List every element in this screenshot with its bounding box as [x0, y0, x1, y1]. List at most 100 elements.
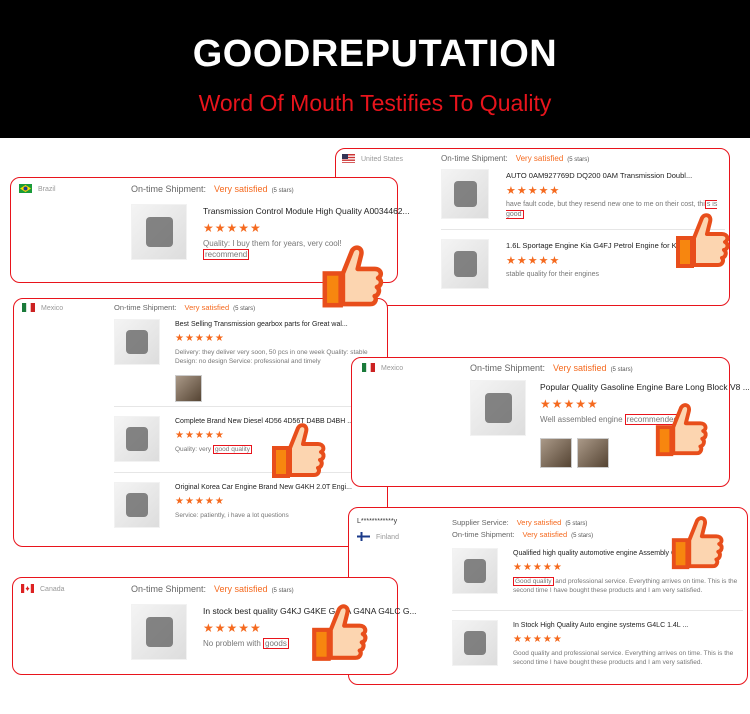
country-label: United States	[361, 156, 404, 163]
product-title[interactable]: AUTO 0AM927769D DQ200 0AM Transmission D…	[506, 171, 693, 180]
review-text-part: No problem with	[203, 638, 264, 648]
review-card-mexico1: Mexico On-time Shipment: Very satisfied (5 …	[13, 298, 388, 547]
rating-value: Very satisfied	[214, 584, 268, 594]
review-item: In Stock High Quality Auto engine system…	[452, 620, 743, 666]
review-text: have fault code, but they resend new one…	[506, 199, 721, 220]
thumbs-up-icon	[672, 212, 732, 272]
rating-label: On-time Shipment:	[441, 154, 508, 163]
product-title[interactable]: Original Korea Car Engine Brand New G4KH…	[175, 484, 352, 491]
flag-us-icon	[342, 154, 355, 165]
review-text: Well assembled engine recommended.	[540, 413, 721, 426]
header-banner: GOODREPUTATION Word Of Mouth Testifies T…	[0, 0, 750, 138]
product-image[interactable]	[114, 482, 160, 528]
product-image[interactable]	[441, 169, 489, 219]
page-title: GOODREPUTATION	[192, 33, 558, 75]
review-text: Service: patiently, i have a lot questio…	[175, 511, 379, 520]
review-item: Transmission Control Module High Quality…	[131, 204, 410, 261]
review-item: In stock best quality G4KJ G4KE G4KA G4N…	[131, 604, 417, 660]
star-rating: ★★★★★	[175, 429, 225, 441]
star-rating: ★★★★★	[540, 396, 599, 411]
product-image[interactable]	[114, 416, 160, 462]
highlighted-phrase: good quality	[212, 444, 252, 454]
product-image[interactable]	[470, 380, 526, 436]
buyer-name: L************y	[357, 518, 398, 525]
review-photo[interactable]	[577, 438, 609, 468]
rating-value: Very satisfied	[522, 530, 568, 539]
rating-label: On-time Shipment:	[114, 303, 177, 312]
flag-br-icon	[19, 184, 32, 195]
star-rating: ★★★★★	[506, 184, 561, 197]
rating-value: Very satisfied	[515, 154, 564, 163]
product-title[interactable]: Best Selling Transmission gearbox parts …	[175, 321, 348, 328]
review-item: Popular Quality Gasoline Engine Bare Lon…	[470, 380, 750, 468]
review-photo[interactable]	[175, 375, 202, 402]
buyer-country: Mexico	[362, 363, 403, 374]
review-photo[interactable]	[540, 438, 572, 468]
review-item: Original Korea Car Engine Brand New G4KH…	[114, 482, 383, 528]
review-text-part: Well assembled engine	[540, 414, 625, 424]
page-subtitle: Word Of Mouth Testifies To Quality	[198, 90, 552, 116]
star-rating: ★★★★★	[203, 220, 262, 235]
rating-stars-count: (5 stars)	[565, 521, 588, 527]
review-text: Good quality and professional service. E…	[513, 576, 739, 596]
rating-row: On-time Shipment: Very satisfied (5 stars)	[470, 363, 633, 373]
rating-value: Very satisfied	[184, 303, 230, 312]
product-image[interactable]	[114, 319, 160, 365]
product-image[interactable]	[452, 548, 498, 594]
product-title[interactable]: In stock best quality G4KJ G4KE G4KA G4N…	[203, 606, 417, 616]
review-text: Delivery: they deliver very soon, 50 pcs…	[175, 348, 379, 367]
country-label: Mexico	[381, 365, 404, 372]
review-card-mexico2: Mexico On-time Shipment: Very satisfied (5 …	[351, 357, 750, 487]
rating-row: Supplier Service: Very satisfied (5 stars)	[452, 518, 587, 527]
product-title[interactable]: 1.6L Sportage Engine Kia G4FJ Petrol Eng…	[506, 241, 691, 250]
review-text-part: Quality: I buy them for years, very cool…	[203, 238, 342, 248]
flag-mx-icon	[22, 303, 35, 314]
star-rating: ★★★★★	[175, 495, 225, 507]
rating-stars-count: (5 stars)	[571, 533, 594, 539]
review-text-part: Delivery: they deliver very soon, 50 pcs…	[175, 348, 368, 366]
thumbs-up-icon	[268, 422, 328, 482]
rating-label: On-time Shipment:	[470, 363, 546, 373]
flag-fi-icon	[357, 532, 370, 543]
product-title[interactable]: Qualified high quality automotive engine…	[513, 550, 683, 557]
review-text-part: have fault code, but they resend new one…	[506, 200, 705, 208]
product-title[interactable]: Complete Brand New Diesel 4D56 4D56T D4B…	[175, 418, 354, 425]
product-title[interactable]: In Stock High Quality Auto engine system…	[513, 622, 689, 629]
flag-mx-icon	[362, 363, 375, 374]
product-title[interactable]: Popular Quality Gasoline Engine Bare Lon…	[540, 382, 750, 392]
review-item: Complete Brand New Diesel 4D56 4D56T D4B…	[114, 416, 383, 462]
review-card-us: United States On-time Shipment: Very satis…	[335, 148, 730, 306]
highlighted-phrase: recommended.	[624, 413, 683, 425]
review-item: 1.6L Sportage Engine Kia G4FJ Petrol Eng…	[441, 239, 725, 289]
buyer-country: Mexico	[22, 303, 63, 314]
product-image[interactable]	[441, 239, 489, 289]
divider	[441, 229, 725, 230]
rating-value: Very satisfied	[214, 184, 268, 194]
review-text-part: Service: patiently, i have a lot questio…	[175, 511, 289, 519]
highlighted-phrase: Good quality	[513, 576, 554, 586]
thumbs-up-icon	[318, 244, 386, 312]
review-text: No problem with goods	[203, 637, 389, 650]
country-label: Mexico	[41, 305, 64, 312]
product-title[interactable]: Transmission Control Module High Quality…	[203, 206, 410, 216]
highlighted-phrase: recommend	[203, 249, 250, 261]
review-text: Quality: very good quality	[175, 444, 379, 454]
star-rating: ★★★★★	[506, 254, 561, 267]
rating-row: On-time Shipment: Very satisfied (5 stars)	[131, 584, 294, 594]
product-image[interactable]	[131, 604, 187, 660]
star-rating: ★★★★★	[203, 620, 262, 635]
star-rating: ★★★★★	[513, 561, 563, 573]
country-label: Brazil	[38, 186, 56, 193]
rating-stars-count: (5 stars)	[610, 367, 633, 373]
rating-value: Very satisfied	[516, 518, 562, 527]
highlighted-phrase: goods	[263, 637, 289, 649]
divider	[114, 406, 383, 407]
country-label: Canada	[40, 586, 65, 593]
divider	[114, 472, 383, 473]
product-image[interactable]	[452, 620, 498, 666]
review-text: Good quality and professional service. E…	[513, 649, 739, 668]
product-image[interactable]	[131, 204, 187, 260]
review-card-finland: L************y Finland Supplier Service: Ve…	[348, 507, 748, 685]
country-label: Finland	[376, 534, 399, 541]
buyer-country: Brazil	[19, 184, 56, 195]
